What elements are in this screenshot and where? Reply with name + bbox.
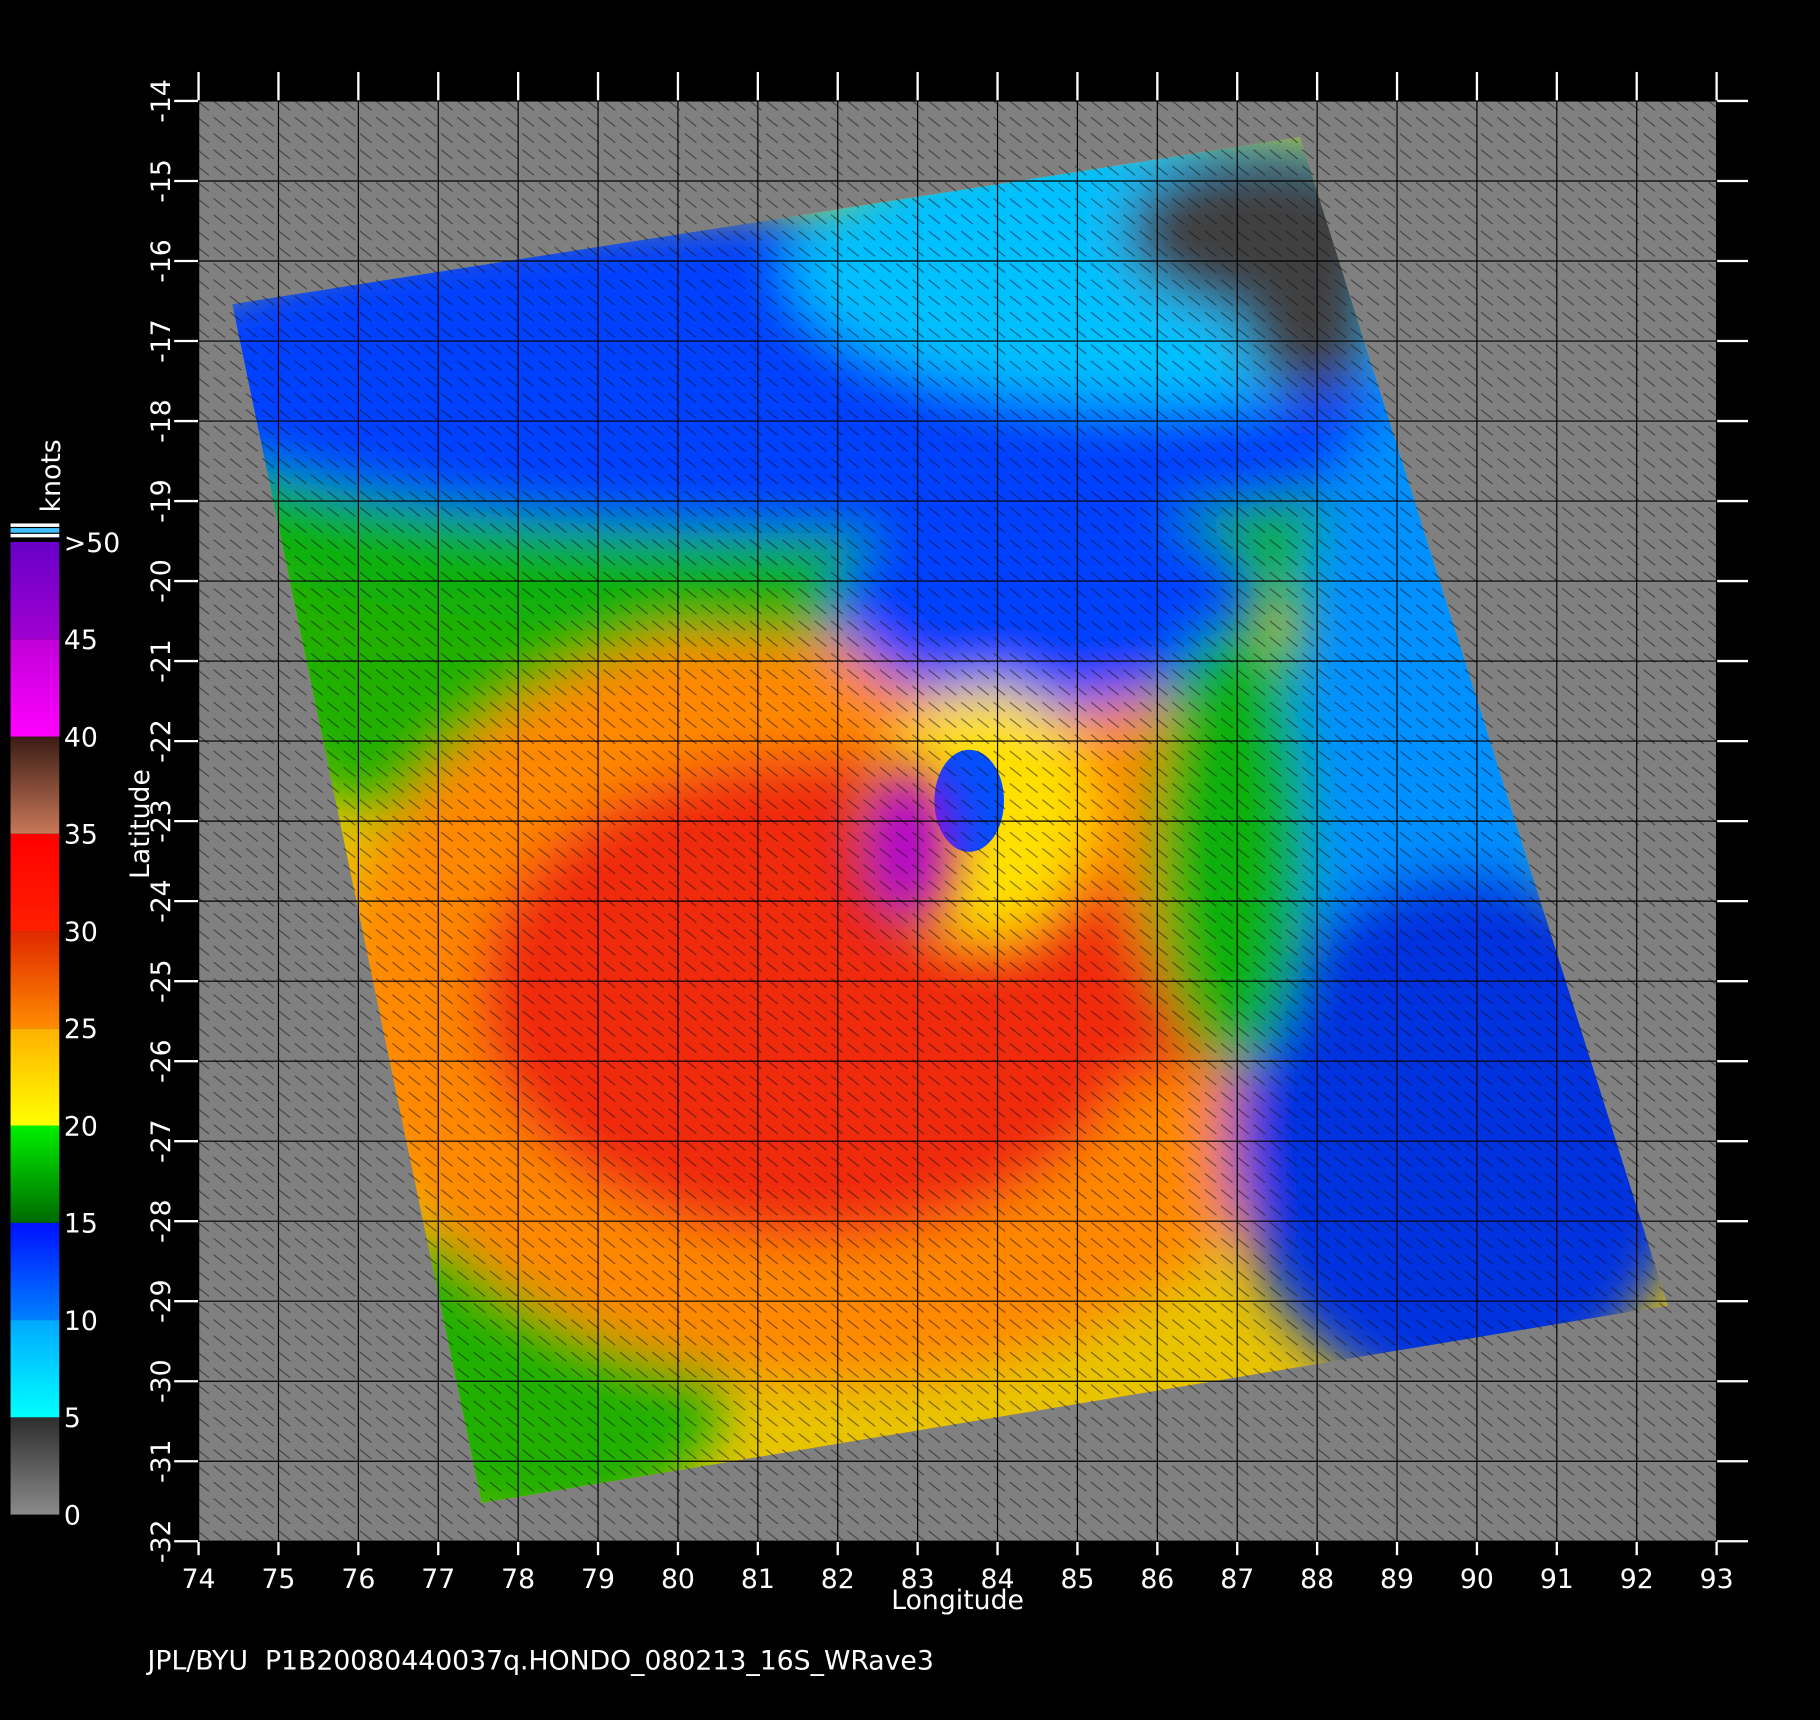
x-tick-label: 76 [341, 1564, 375, 1595]
colorbar-tick-label: 0 [64, 1500, 81, 1531]
y-tick-label: -18 [146, 399, 177, 443]
y-tick-label: -17 [146, 319, 177, 363]
colorbar-segment [10, 931, 60, 1029]
colorbar-cap [10, 533, 60, 538]
y-tick-label: -31 [146, 1439, 177, 1483]
colorbar-segment [10, 1417, 60, 1515]
x-tick-label: 80 [661, 1564, 695, 1595]
x-tick-label: 85 [1060, 1564, 1094, 1595]
colorbar-cap [10, 523, 60, 527]
colorbar-segment [10, 1320, 60, 1418]
colorbar-tick-label: 40 [64, 722, 98, 753]
y-tick-label: -25 [146, 959, 177, 1003]
x-tick-label: 86 [1140, 1564, 1174, 1595]
colorbar-segment [10, 1125, 60, 1223]
colorbar-cap [10, 528, 60, 533]
x-tick-label: 77 [421, 1564, 455, 1595]
x-tick-label: 82 [821, 1564, 855, 1595]
colorbar-segment [10, 541, 60, 640]
x-tick-label: 81 [741, 1564, 775, 1595]
y-tick-label: -23 [146, 799, 177, 843]
x-tick-label: 74 [182, 1564, 216, 1595]
colorbar-label: knots [36, 439, 67, 512]
y-tick-label: -14 [146, 79, 177, 123]
colorbar-tick-label: 45 [64, 625, 98, 656]
colorbar-tick-label: 30 [64, 917, 98, 948]
x-tick-label: 84 [981, 1564, 1015, 1595]
x-tick-label: 83 [901, 1564, 935, 1595]
colorbar-tick-label: 15 [64, 1209, 98, 1240]
y-tick-label: -20 [146, 559, 177, 603]
x-tick-label: 93 [1700, 1564, 1734, 1595]
x-tick-label: 88 [1300, 1564, 1334, 1595]
x-tick-label: 92 [1620, 1564, 1654, 1595]
y-tick-label: -27 [146, 1119, 177, 1163]
colorbar-segment [10, 639, 60, 737]
y-tick-label: -32 [146, 1519, 177, 1563]
y-tick-label: -16 [146, 239, 177, 283]
x-tick-label: 78 [501, 1564, 535, 1595]
colorbar-segment [10, 1028, 60, 1126]
y-tick-label: -30 [146, 1359, 177, 1403]
colorbar-segment [10, 833, 60, 932]
colorbar-tick-label: 5 [64, 1403, 81, 1434]
y-tick-label: -29 [146, 1279, 177, 1323]
x-axis-label: Longitude [891, 1585, 1024, 1616]
x-tick-label: 91 [1540, 1564, 1574, 1595]
x-tick-label: 75 [261, 1564, 295, 1595]
plot-frame [197, 100, 1718, 1542]
footer: JPL/BYU P1B20080440037q.HONDO_080213_16S… [145, 1645, 933, 1676]
x-tick-label: 87 [1220, 1564, 1254, 1595]
y-tick-label: -26 [146, 1039, 177, 1083]
y-tick-label: -15 [146, 159, 177, 203]
colorbar-segment [10, 1222, 60, 1321]
x-tick-label: 89 [1380, 1564, 1414, 1595]
x-tick-label: 90 [1460, 1564, 1494, 1595]
y-tick-label: -19 [146, 479, 177, 523]
colorbar-tick-label: >50 [64, 528, 120, 559]
colorbar-tick-label: 25 [64, 1014, 98, 1045]
colorbar-tick-label: 20 [64, 1111, 98, 1142]
y-tick-label: -21 [146, 639, 177, 683]
x-tick-label: 79 [581, 1564, 615, 1595]
y-tick-label: -22 [146, 719, 177, 763]
colorbar-tick-label: 35 [64, 820, 98, 851]
y-axis-label: Latitude [125, 769, 156, 879]
colorbar-segment [10, 736, 60, 834]
y-tick-label: -28 [146, 1199, 177, 1243]
colorbar-tick-label: 10 [64, 1306, 98, 1337]
y-tick-label: -24 [146, 879, 177, 923]
